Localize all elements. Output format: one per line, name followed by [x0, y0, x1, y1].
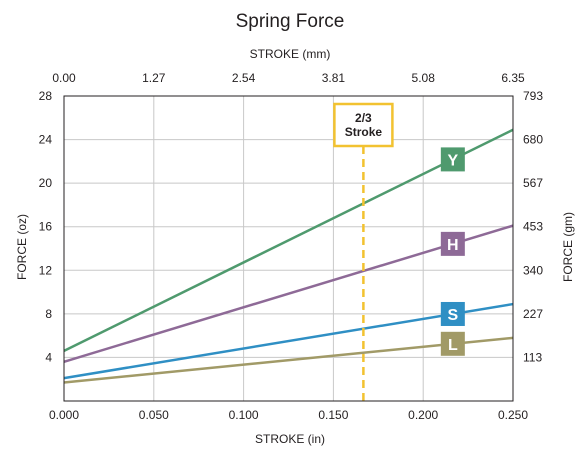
y-tick-label: 28: [39, 89, 53, 103]
right-axis-title: FORCE (gm): [561, 212, 575, 282]
x-tick-label: 0.100: [229, 408, 259, 422]
chart-title: Spring Force: [236, 11, 345, 32]
x-tick-label: 0.050: [139, 408, 169, 422]
series-badge-label-s: S: [447, 307, 458, 324]
marker-label-line1: 2/3: [355, 111, 372, 125]
y2-tick-label: 340: [523, 263, 543, 277]
x2-tick-label: 2.54: [232, 71, 256, 85]
x-tick-label: 0.000: [49, 408, 79, 422]
series-badge-label-l: L: [448, 337, 458, 354]
y-tick-label: 12: [39, 263, 53, 277]
marker-label-line2: Stroke: [345, 125, 383, 139]
y-tick-label: 8: [45, 307, 52, 321]
series-badge-label-y: Y: [447, 152, 458, 169]
y2-tick-label: 567: [523, 176, 543, 190]
y-tick-label: 16: [39, 220, 53, 234]
series-badge-label-h: H: [447, 237, 459, 254]
x-tick-label: 0.150: [318, 408, 348, 422]
x2-tick-label: 0.00: [52, 71, 76, 85]
series-badges: Y H SL: [441, 147, 465, 355]
top-axis-title: STROKE (mm): [250, 47, 331, 61]
y-tick-label: 4: [45, 350, 52, 364]
x-tick-label: 0.200: [408, 408, 438, 422]
y2-tick-label: 793: [523, 89, 543, 103]
y2-tick-label: 453: [523, 220, 543, 234]
y2-tick-label: 680: [523, 133, 543, 147]
y2-tick-label: 113: [523, 350, 542, 364]
y-tick-label: 24: [39, 133, 53, 147]
y-tick-label: 20: [39, 176, 53, 190]
x2-tick-label: 1.27: [142, 71, 166, 85]
left-axis-title: FORCE (oz): [15, 214, 29, 280]
bottom-axis-title: STROKE (in): [255, 432, 325, 446]
x2-tick-label: 3.81: [322, 71, 346, 85]
x2-tick-label: 5.08: [412, 71, 436, 85]
x2-tick-label: 6.35: [501, 71, 525, 85]
y2-tick-label: 227: [523, 307, 543, 321]
x-tick-label: 0.250: [498, 408, 528, 422]
